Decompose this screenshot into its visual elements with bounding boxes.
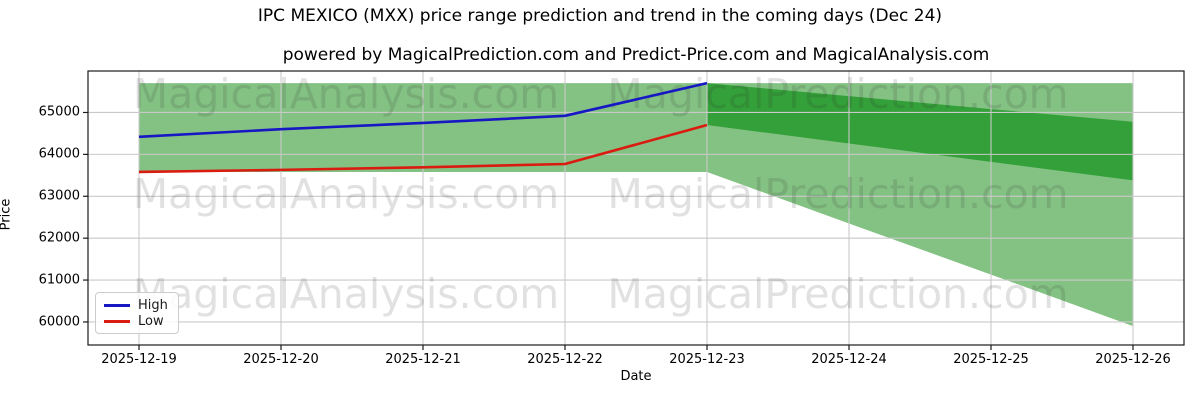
low-line — [138, 123, 708, 174]
y-tick-label: 62000 — [38, 230, 80, 246]
plot-border — [87, 70, 1185, 346]
watermark-text: MagicalAnalysis.com — [133, 270, 560, 318]
y-tick-label: 65000 — [38, 104, 80, 120]
y-tick-label: 60000 — [38, 314, 80, 330]
legend: High Low — [95, 292, 179, 334]
y-tick-label: 61000 — [38, 272, 80, 288]
y-axis-label: Price — [0, 198, 14, 231]
watermark-text: MagicalPrediction.com — [607, 270, 1068, 318]
x-tick-label: 2025-12-23 — [669, 352, 745, 367]
legend-entry-high: High — [104, 298, 170, 313]
x-axis-label: Date — [620, 369, 652, 384]
axis-tick-marks — [83, 111, 1134, 350]
chart-title: IPC MEXICO (MXX) price range prediction … — [257, 6, 943, 26]
watermark-layer: MagicalAnalysis.com MagicalPrediction.com… — [133, 70, 1069, 318]
x-tick-label: 2025-12-19 — [101, 352, 177, 367]
watermark-text: MagicalAnalysis.com — [133, 70, 560, 118]
watermark-text: MagicalAnalysis.com — [133, 170, 560, 218]
low-line-swatch — [104, 319, 130, 323]
x-tick-label: 2025-12-21 — [385, 352, 461, 367]
high-line — [138, 81, 708, 139]
chart-subtitle: powered by MagicalPrediction.com and Pre… — [282, 45, 990, 65]
watermark-text: MagicalPrediction.com — [607, 70, 1068, 118]
grid-lines — [88, 71, 1184, 345]
legend-entry-low: Low — [104, 314, 170, 329]
high-line-swatch — [104, 303, 130, 307]
y-tick-label: 64000 — [38, 146, 80, 162]
watermark-text: MagicalPrediction.com — [607, 170, 1068, 218]
legend-label-low: Low — [138, 313, 164, 329]
x-tick-label: 2025-12-22 — [527, 352, 603, 367]
x-tick-label: 2025-12-24 — [811, 352, 887, 367]
x-tick-label: 2025-12-20 — [243, 352, 319, 367]
trend-band — [707, 83, 1133, 181]
x-tick-label: 2025-12-25 — [953, 352, 1029, 367]
x-tick-label: 2025-12-26 — [1095, 352, 1171, 367]
legend-label-high: High — [138, 297, 168, 313]
y-tick-label: 63000 — [38, 188, 80, 204]
